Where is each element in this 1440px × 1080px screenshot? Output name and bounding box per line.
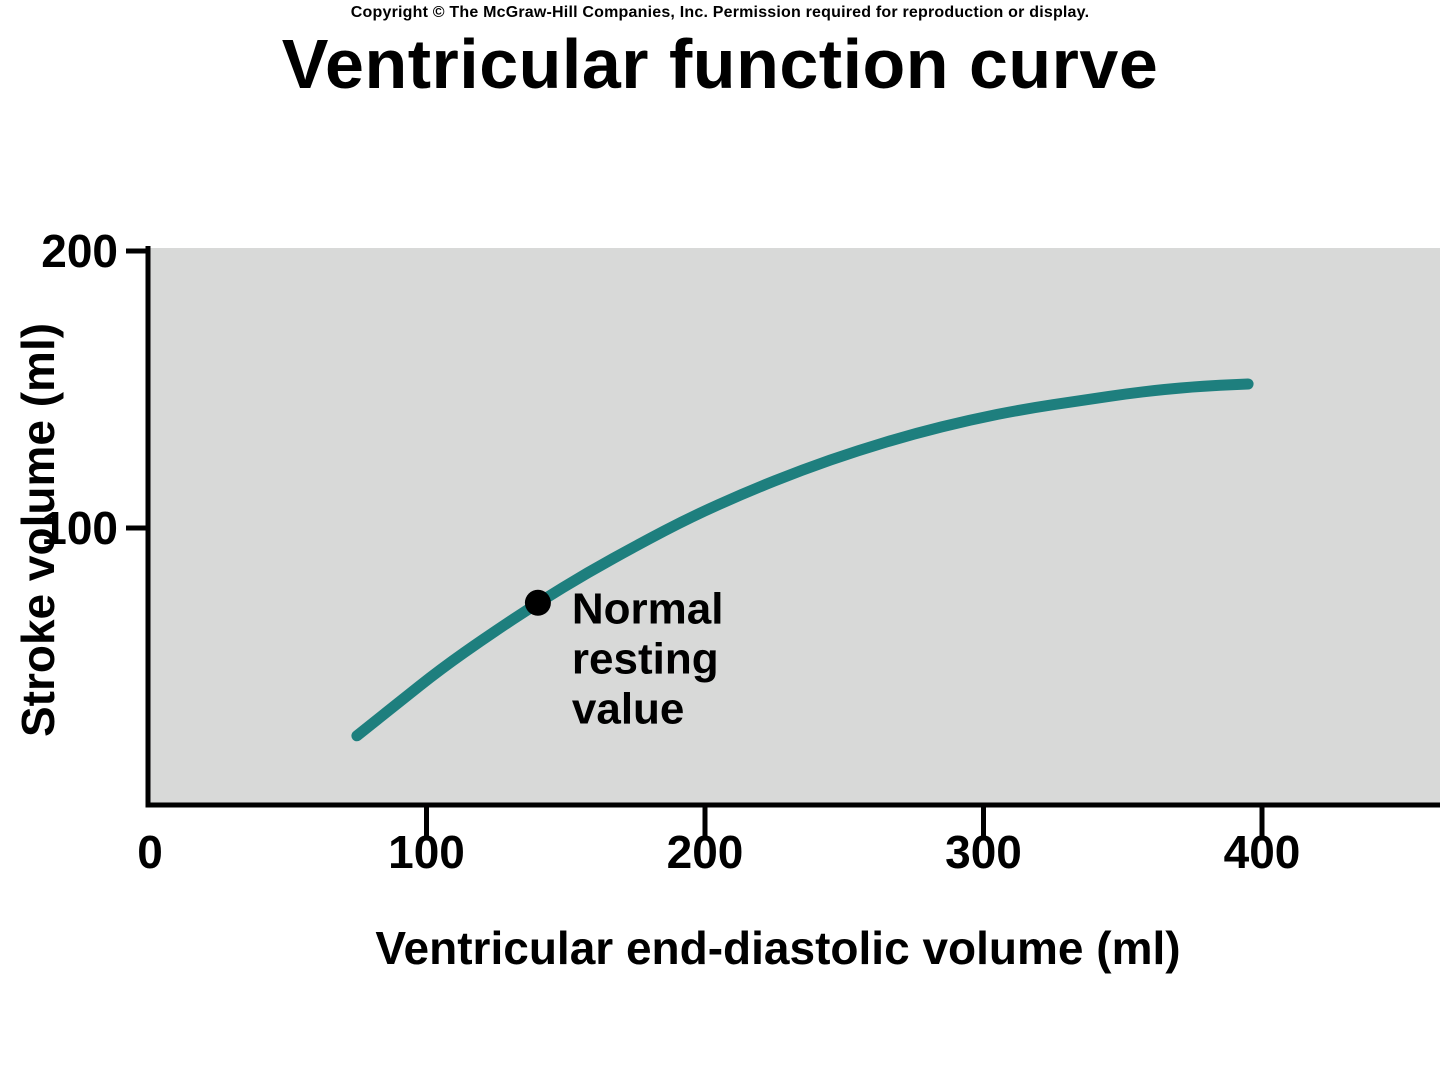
x-tick-label: 100 [388, 826, 465, 878]
plot-area [148, 248, 1440, 805]
x-axis-label: Ventricular end-diastolic volume (ml) [375, 922, 1180, 974]
x-tick-label: 200 [667, 826, 744, 878]
function-curve-line [351, 378, 1254, 742]
y-tick-label: 100 [41, 502, 118, 554]
annotation-normal-resting-value: value [572, 684, 685, 733]
y-axis-label: Stroke volume (ml) [12, 323, 64, 737]
x-tick-label: 300 [945, 826, 1022, 878]
copyright-text: Copyright © The McGraw-Hill Companies, I… [350, 4, 1090, 21]
annotation-normal-resting-value: Normal [572, 584, 724, 633]
annotation-normal-resting-value: resting [572, 634, 719, 683]
x-tick-label: 400 [1224, 826, 1301, 878]
page-title: Ventricular function curve [281, 25, 1159, 103]
y-tick-label: 200 [41, 225, 118, 277]
x-tick-label: 0 [137, 826, 163, 878]
normal-resting-value-marker [524, 589, 551, 616]
